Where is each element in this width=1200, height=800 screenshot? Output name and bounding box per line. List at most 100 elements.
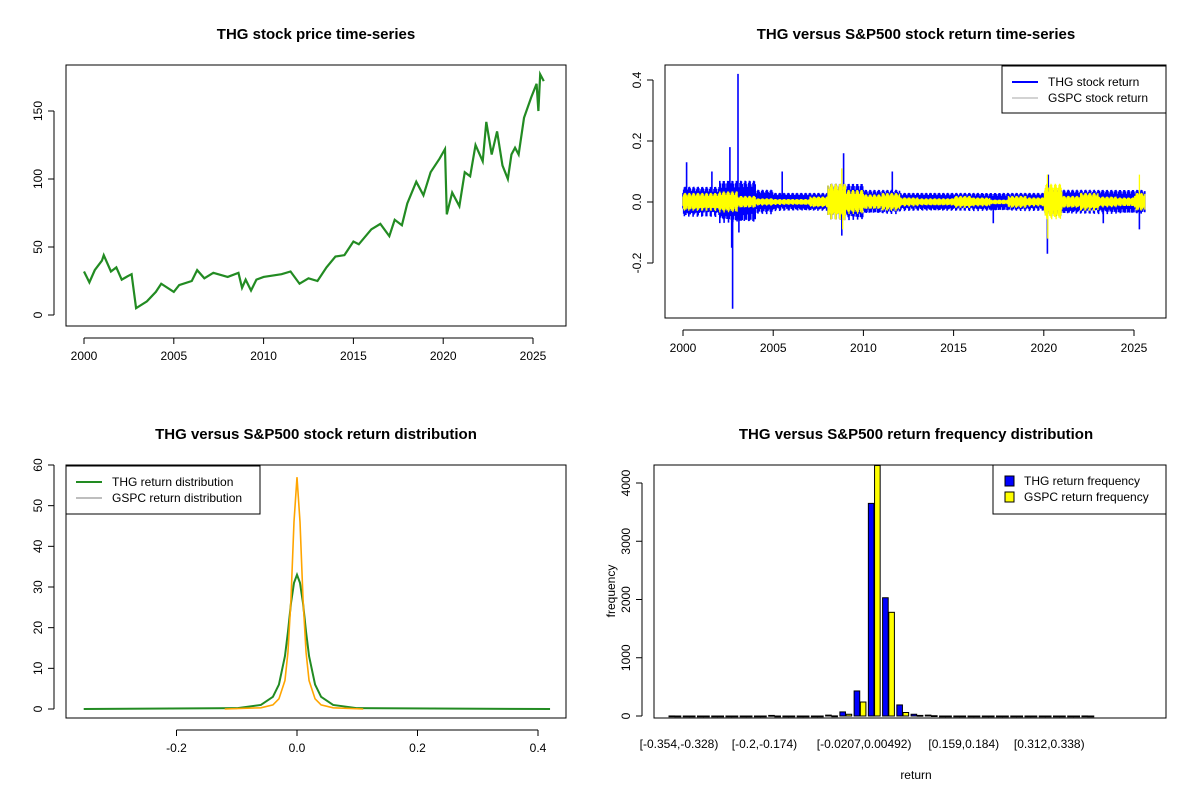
x-category-label: [-0.354,-0.328) [640, 737, 719, 751]
x-category-label: [0.312,0.338) [1014, 737, 1085, 751]
bar-thg [882, 597, 889, 717]
panel-2: THG versus S&P500 stock return time-seri… [630, 26, 1167, 355]
y-tick-label: 20 [31, 621, 45, 635]
bar-gspc [1059, 715, 1066, 718]
bar-thg [953, 715, 960, 718]
legend-swatch [1004, 475, 1015, 487]
bar-gspc [1030, 715, 1038, 718]
bar-thg [753, 715, 761, 718]
y-axis-label: frequency [604, 565, 618, 618]
legend-label: THG stock return [1048, 75, 1139, 89]
bar-thg [725, 715, 733, 718]
y-tick-label: 1000 [619, 644, 633, 671]
bar-gspc [774, 715, 781, 718]
bar-gspc [916, 714, 924, 717]
bar-gspc [802, 715, 810, 718]
bar-thg [853, 690, 861, 717]
bar-thg [825, 714, 832, 717]
x-tick-label: 2025 [520, 349, 547, 363]
bar-thg [668, 715, 676, 718]
bar-thg [696, 715, 704, 718]
legend-label: THG return distribution [112, 475, 233, 489]
x-tick-label: 0.0 [289, 741, 306, 755]
y-tick-label: 150 [31, 101, 45, 121]
x-tick-label: 2010 [850, 341, 877, 355]
legend-label: GSPC return frequency [1024, 490, 1149, 504]
bar-thg [910, 713, 918, 717]
x-tick-label: 2000 [670, 341, 697, 355]
x-category-label: [-0.2,-0.174) [732, 737, 797, 751]
y-tick-label: 4000 [619, 469, 633, 496]
bar-gspc [945, 715, 952, 718]
bar-thg [768, 714, 775, 717]
bar-thg [896, 704, 903, 717]
chart-title: THG stock price time-series [217, 26, 415, 43]
bar-thg [981, 715, 989, 718]
bar-thg [810, 715, 818, 718]
legend-label: THG return frequency [1024, 474, 1140, 488]
y-tick-label: 0.0 [630, 193, 644, 210]
bar-gspc [817, 715, 824, 718]
y-tick-label: -0.2 [630, 252, 644, 273]
legend-label: GSPC return distribution [112, 491, 242, 505]
density-line-gspc [224, 477, 364, 710]
y-tick-label: 10 [31, 661, 45, 675]
plot-frame [664, 64, 1167, 319]
panel-1: THG stock price time-series 2000 2005 2010 2… [31, 26, 567, 363]
bar-gspc [717, 715, 725, 718]
bar-thg [924, 714, 932, 717]
panel-4: THG versus S&P500 return frequency distr… [604, 426, 1167, 782]
bar-thg [1081, 715, 1089, 718]
x-tick-label: 2015 [340, 349, 367, 363]
bar-gspc [973, 715, 981, 718]
bar-gspc [845, 713, 853, 717]
x-tick-label: 0.4 [530, 741, 547, 755]
legend-swatch [1004, 491, 1015, 503]
y-tick-label: 100 [31, 169, 45, 189]
bar-gspc [731, 715, 739, 718]
bar-gspc [859, 701, 867, 717]
chart-title: THG versus S&P500 stock return distribut… [155, 426, 477, 443]
x-category-label: [0.159,0.184) [928, 737, 999, 751]
y-tick-label: 0.4 [630, 71, 644, 88]
y-tick-label: 3000 [619, 528, 633, 555]
x-category-label: [-0.0207,0.00492) [817, 737, 912, 751]
bar-gspc [959, 715, 967, 718]
y-tick-label: 0 [31, 705, 45, 712]
bar-thg [996, 715, 1003, 718]
plot-frame [65, 64, 567, 327]
bar-thg [1067, 715, 1074, 718]
bar-gspc [1087, 715, 1095, 718]
bar-gspc [888, 611, 895, 717]
bar-gspc [760, 715, 767, 718]
panel-3: THG versus S&P500 stock return distribut… [31, 426, 567, 755]
bar-gspc [674, 715, 682, 718]
x-tick-label: -0.2 [166, 741, 187, 755]
legend-box [1001, 65, 1167, 114]
y-tick-label: 40 [31, 539, 45, 553]
x-axis-label: return [900, 768, 931, 782]
bar-thg [682, 715, 690, 718]
bar-gspc [788, 715, 796, 718]
density-line-thg [83, 571, 551, 710]
bar-thg [711, 715, 718, 718]
bar-thg [839, 711, 846, 717]
bar-gspc [931, 715, 938, 718]
bar-gspc [874, 465, 881, 717]
bar-thg [782, 715, 790, 718]
y-tick-label: 30 [31, 580, 45, 594]
bar-thg [967, 715, 975, 718]
x-tick-label: 2000 [71, 349, 98, 363]
x-tick-label: 2025 [1121, 341, 1148, 355]
bar-thg [1052, 715, 1060, 718]
bar-thg [939, 715, 946, 718]
legend-label: GSPC stock return [1048, 91, 1148, 105]
x-tick-label: 2020 [430, 349, 457, 363]
legend-box [992, 464, 1167, 515]
chart-title: THG versus S&P500 stock return time-seri… [757, 26, 1075, 43]
chart-title: THG versus S&P500 return frequency distr… [739, 426, 1093, 443]
bar-gspc [831, 715, 838, 718]
bar-thg [1038, 715, 1046, 718]
series-gspc-returns [682, 168, 1146, 239]
x-tick-label: 2005 [160, 349, 187, 363]
